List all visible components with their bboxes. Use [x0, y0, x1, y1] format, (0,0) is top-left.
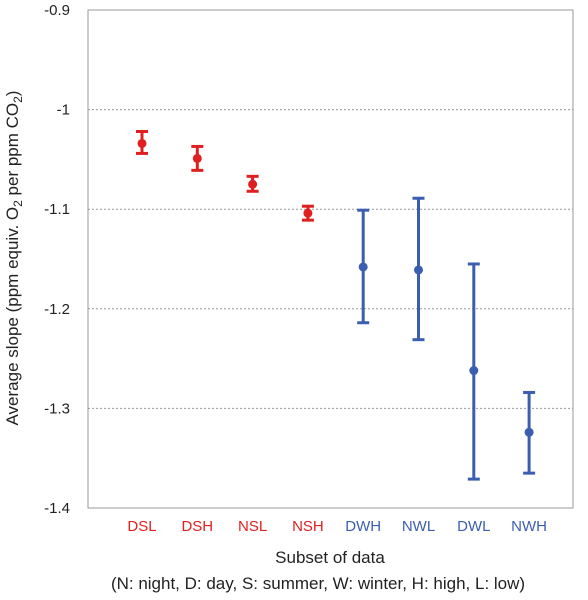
x-category-label: NSH: [292, 518, 324, 535]
x-axis-categories: DSL DSH NSL NSH DWH NWL DWL NWH: [127, 518, 547, 535]
x-axis-note: (N: night, D: day, S: summer, W: winter,…: [111, 574, 525, 593]
x-category-label: DWL: [457, 518, 490, 535]
data-point: [358, 262, 368, 272]
data-point: [303, 208, 313, 218]
error-bars: [136, 130, 536, 481]
data-point: [137, 138, 147, 148]
gridlines: [88, 109, 573, 409]
x-category-label: DSL: [127, 518, 156, 535]
y-tick-label: -1.2: [44, 301, 70, 318]
x-axis-title: Subset of data: [275, 548, 385, 567]
data-point: [469, 366, 479, 376]
y-tick-label: -1: [57, 102, 70, 119]
plot-frame: [87, 9, 574, 509]
x-category-label: DWH: [345, 518, 381, 535]
y-tick-label: -0.9: [44, 2, 70, 19]
data-point: [192, 153, 202, 163]
y-axis-title-sub1: 2: [11, 200, 25, 207]
y-axis-ticks: -0.9 -1 -1.1 -1.2 -1.3 -1.4: [44, 2, 70, 517]
y-axis-title: Average slope (ppm equiv. O2 per ppm CO2…: [3, 91, 25, 426]
y-axis-title-sub2: 2: [11, 96, 25, 103]
y-axis-title-end: ): [3, 91, 22, 97]
data-point: [414, 265, 423, 275]
data-point: [248, 179, 258, 189]
y-tick-label: -1.4: [44, 500, 70, 517]
y-axis-title-mid: per ppm CO: [3, 103, 22, 200]
x-category-label: NWL: [402, 518, 435, 535]
y-tick-label: -1.3: [44, 400, 70, 417]
y-axis-title-main: Average slope (ppm equiv. O: [3, 207, 22, 426]
x-category-label: DSH: [181, 518, 213, 535]
x-category-label: NWH: [511, 518, 547, 535]
data-points: [137, 138, 534, 437]
data-point: [524, 427, 534, 437]
x-category-label: NSL: [238, 518, 267, 535]
y-tick-label: -1.1: [44, 201, 70, 218]
